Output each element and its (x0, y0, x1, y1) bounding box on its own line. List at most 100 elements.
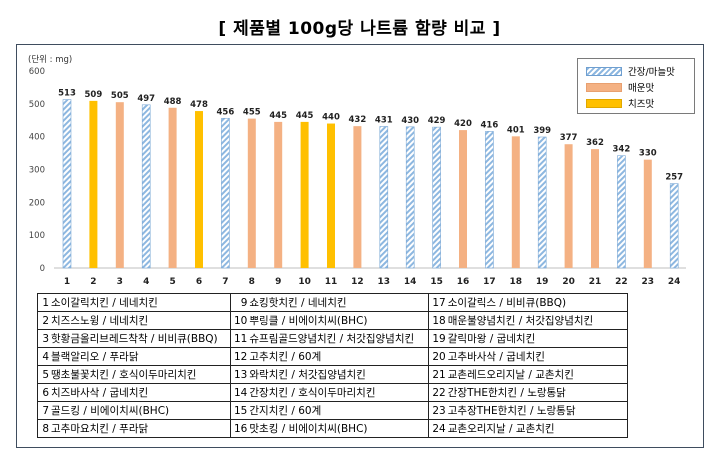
bar (432, 126, 441, 269)
bars-group (62, 99, 679, 269)
chart-frame (16, 44, 704, 448)
x-tick-label: 22 (615, 277, 628, 287)
value-label: 399 (533, 126, 551, 136)
x-tick-label: 23 (642, 277, 655, 287)
value-label: 420 (454, 119, 472, 129)
legend-swatch-spicy (586, 82, 622, 92)
product-name: 블랙알리오 / 푸라닭 (50, 347, 231, 366)
value-label: 416 (481, 120, 499, 130)
bar (195, 111, 203, 268)
x-tick-label: 20 (562, 277, 575, 287)
bar (274, 121, 283, 269)
table-row: 5 땡초불꽃치킨 / 호식이두마리치킨 13 와락치킨 / 처갓집양념치킨 21 교촌레드… (37, 365, 628, 384)
product-name: 교촌레드오리지날 / 교촌치킨 (446, 365, 628, 384)
bar (300, 121, 309, 269)
value-label: 488 (164, 97, 182, 107)
value-label: 513 (58, 89, 76, 99)
product-name: 고추마요치킨 / 푸라닭 (50, 419, 231, 438)
product-number: 15 (230, 401, 249, 420)
y-tick-label: 0 (40, 264, 45, 274)
value-label: 497 (137, 94, 155, 104)
product-name: 땡초불꽃치킨 / 호식이두마리치킨 (50, 365, 231, 384)
x-tick-label: 2 (90, 277, 96, 287)
x-tick-label: 15 (430, 277, 443, 287)
x-tick-label: 24 (668, 277, 681, 287)
bar (379, 126, 389, 269)
bar (247, 118, 256, 268)
product-name: 매운불양념치킨 / 처갓집양념치킨 (446, 311, 628, 330)
legend-item-cheese: 치즈맛 (586, 97, 655, 110)
x-tick-label: 4 (143, 277, 149, 287)
product-name: 고추치킨 / 60계 (248, 347, 430, 366)
product-name: 소이갈릭치킨 / 네네치킨 (50, 293, 231, 312)
product-number: 4 (37, 347, 50, 366)
x-tick-label: 3 (117, 277, 123, 287)
bar (617, 155, 626, 269)
value-label: 440 (322, 113, 340, 123)
bar (168, 107, 177, 268)
value-label: 505 (111, 91, 129, 101)
bar (353, 126, 362, 268)
product-name: 치즈바사삭 / 굽네치킨 (50, 383, 231, 402)
chart-legend: 간장/마늘맛 매운맛 치즈맛 (577, 58, 695, 114)
product-number: 18 (428, 311, 447, 330)
product-name: 교촌오리지날 / 교촌치킨 (446, 419, 628, 438)
product-number: 21 (428, 365, 447, 384)
product-number: 9 (230, 293, 249, 312)
table-row: 3 핫황금올리브레드착착 / 비비큐(BBQ) 11 슈프림골드양념치킨 / 처갓집양… (37, 329, 628, 348)
x-tick-label: 11 (325, 277, 338, 287)
value-label: 362 (586, 138, 604, 148)
x-tick-label: 14 (404, 277, 417, 287)
value-labels-group: 513 509 505 497 488 478 456 455 445 445 440 432 431 4… (58, 89, 683, 183)
x-tick-label: 10 (298, 277, 311, 287)
value-label: 342 (613, 145, 631, 155)
table-row: 6 치즈바사삭 / 굽네치킨 14 간장치킨 / 호식이두마리치킨 22 간장THE한치킨… (37, 383, 628, 402)
product-number: 23 (428, 401, 447, 420)
product-number: 2 (37, 311, 50, 330)
legend-swatch-cheese (586, 98, 622, 108)
x-tick-label: 21 (589, 277, 602, 287)
table-row: 1 소이갈릭치킨 / 네네치킨 9 쇼킹핫치킨 / 네네치킨 17 소이갈릭스 / 비비큐… (37, 293, 628, 312)
bar (405, 126, 415, 269)
bar (485, 131, 494, 269)
bar (643, 159, 652, 268)
bar (669, 183, 679, 269)
value-label: 430 (401, 116, 419, 126)
x-tick-label: 16 (457, 277, 470, 287)
product-number: 3 (37, 329, 50, 348)
bar (537, 136, 547, 269)
product-name: 핫황금올리브레드착착 / 비비큐(BBQ) (50, 329, 231, 348)
y-tick-label: 300 (29, 166, 45, 176)
legend-label-spicy: 매운맛 (628, 83, 655, 94)
product-number: 8 (37, 419, 50, 438)
product-name: 쇼킹핫치킨 / 네네치킨 (248, 293, 430, 312)
product-name: 슈프림골드양념치킨 / 처갓집양념치킨 (248, 329, 430, 348)
product-number: 14 (230, 383, 249, 402)
bar (591, 149, 599, 268)
y-tick-label: 100 (29, 231, 45, 241)
product-number: 17 (428, 293, 447, 312)
bar (62, 99, 72, 269)
product-name: 치즈스노윙 / 네네치킨 (50, 311, 231, 330)
legend-label-cheese: 치즈맛 (628, 99, 655, 110)
y-tick-label: 400 (29, 133, 45, 143)
legend-item-soy-garlic: 간장/마늘맛 (586, 65, 675, 78)
value-label: 509 (85, 90, 103, 100)
product-name: 소이갈릭스 / 비비큐(BBQ) (446, 293, 628, 312)
product-number: 11 (230, 329, 249, 348)
product-name: 간지치킨 / 60계 (248, 401, 430, 420)
product-name: 고추장THE한치킨 / 노랑통닭 (446, 401, 628, 420)
x-tick-label: 18 (510, 277, 523, 287)
chart-title: [ 제품별 100g당 나트륨 함량 비교 ] (218, 19, 501, 39)
product-number: 12 (230, 347, 249, 366)
product-table: 1 소이갈릭치킨 / 네네치킨 9 쇼킹핫치킨 / 네네치킨 17 소이갈릭스 / 비비큐… (37, 293, 628, 438)
table-row: 4 블랙알리오 / 푸라닭 12 고추치킨 / 60계 20 고추바사삭 / 굽네치킨 (37, 347, 628, 366)
bar (459, 130, 467, 268)
product-name: 와락치킨 / 처갓집양념치킨 (248, 365, 430, 384)
product-name: 고추바사삭 / 굽네치킨 (446, 347, 628, 366)
value-label: 478 (190, 100, 208, 110)
bar (89, 100, 98, 269)
x-tick-label: 17 (483, 277, 496, 287)
product-name: 뿌링클 / 비에이치씨(BHC) (248, 311, 430, 330)
